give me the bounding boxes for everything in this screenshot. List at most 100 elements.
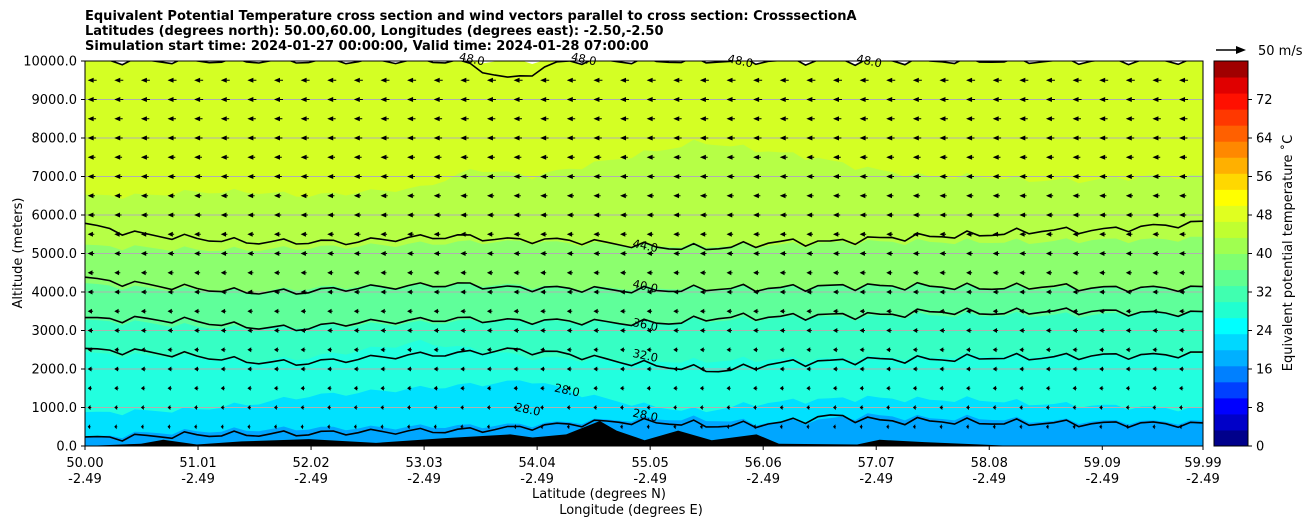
wind-vector	[220, 231, 228, 237]
wind-vector	[673, 231, 680, 237]
wind-vector-head	[779, 135, 786, 141]
wind-vector	[886, 193, 894, 199]
wind-vector	[966, 116, 975, 122]
wind-vector-head	[832, 289, 838, 295]
wind-vector-head	[1045, 289, 1051, 295]
wind-vector-head	[806, 97, 813, 102]
wind-vector	[966, 212, 974, 218]
wind-vector-head	[806, 289, 812, 295]
wind-vector	[992, 174, 1001, 179]
wind-vector	[779, 174, 788, 179]
wind-vector-head	[247, 212, 254, 218]
wind-vector	[753, 405, 757, 410]
wind-vector-head	[1072, 405, 1076, 410]
wind-vector-head	[673, 116, 680, 122]
wind-vector	[1099, 405, 1103, 410]
wind-vector	[1099, 308, 1105, 314]
wind-vector-head	[1019, 116, 1026, 122]
wind-vector-head	[353, 97, 360, 102]
y-tick-label: 6000.0	[32, 209, 78, 224]
x-axis-ticks: 50.00-2.4951.01-2.4952.02-2.4953.03-2.49…	[66, 446, 1222, 487]
wind-vector	[912, 385, 918, 391]
wind-vector-head	[939, 270, 945, 276]
wind-vector	[513, 385, 518, 391]
wind-vector	[726, 231, 734, 237]
wind-vector	[673, 77, 683, 83]
wind-vector	[353, 328, 360, 333]
wind-vector-head	[726, 347, 731, 353]
wind-vector	[300, 385, 305, 391]
wind-vector-head	[167, 135, 174, 141]
wind-vector-head	[247, 97, 254, 102]
wind-vector	[753, 154, 761, 160]
wind-vector	[247, 174, 256, 179]
wind-vector	[87, 231, 95, 237]
wind-vector-head	[486, 308, 492, 314]
wind-vector-head	[566, 193, 573, 199]
wind-vector	[673, 328, 679, 333]
wind-vector	[540, 116, 549, 122]
wind-vector	[646, 116, 656, 122]
wind-vector-head	[460, 289, 466, 295]
wind-vector	[327, 193, 335, 199]
wind-vector-head	[1045, 231, 1052, 237]
wind-vector-head	[832, 116, 839, 122]
wind-vector-head	[1019, 270, 1025, 276]
wind-vector	[566, 270, 573, 276]
wind-vector	[273, 366, 279, 372]
wind-vector	[87, 212, 95, 218]
wind-vector-head	[486, 154, 493, 160]
wind-vector	[327, 212, 335, 218]
wind-vector-head	[753, 116, 760, 122]
wind-vector-head	[353, 193, 360, 199]
wind-vector-head	[1125, 289, 1131, 295]
wind-vector-head	[646, 270, 652, 276]
wind-vector	[886, 289, 893, 295]
wind-vector	[513, 212, 521, 218]
wind-vector	[699, 424, 703, 430]
wind-vector	[114, 116, 123, 122]
wind-vector	[806, 385, 811, 391]
wind-vector	[1045, 347, 1051, 353]
wind-vector-head	[273, 328, 279, 333]
wind-vector	[380, 97, 390, 102]
wind-vector-head	[1072, 328, 1077, 333]
wind-vector-head	[779, 289, 785, 295]
wind-vector	[540, 251, 547, 256]
wind-vector-head	[1072, 424, 1075, 430]
wind-vector-head	[194, 347, 198, 353]
wind-vector	[699, 116, 709, 122]
wind-vector-head	[433, 116, 440, 122]
wind-vector	[753, 77, 763, 83]
wind-vector	[273, 116, 283, 122]
contour-label: 28.0	[514, 400, 542, 419]
wind-vector	[353, 347, 359, 353]
wind-vector	[779, 366, 785, 372]
wind-vector	[1179, 405, 1183, 410]
wind-vector	[566, 212, 575, 218]
wind-vector-head	[646, 366, 651, 372]
wind-vector-head	[114, 116, 121, 122]
wind-vector	[380, 328, 386, 333]
wind-vector-head	[726, 154, 733, 160]
wind-vector-head	[1125, 97, 1132, 102]
wind-vector-head	[513, 231, 519, 237]
wind-vector-head	[460, 135, 467, 141]
wind-vector-head	[433, 135, 440, 141]
wind-vector	[806, 270, 813, 276]
wind-vector	[540, 308, 546, 314]
wind-vector	[779, 231, 787, 237]
wind-vector	[753, 97, 763, 102]
wind-vector	[912, 270, 919, 276]
wind-vector	[859, 347, 865, 353]
wind-vector	[939, 77, 949, 83]
wind-vector	[247, 289, 254, 295]
wind-vector	[540, 77, 550, 83]
wind-vector	[1099, 77, 1109, 83]
x-tick-label-lon: -2.49	[746, 472, 780, 487]
wind-vector	[220, 135, 230, 141]
wind-vector-head	[1179, 385, 1183, 391]
wind-vector-head	[832, 135, 839, 141]
wind-vector-head	[912, 328, 918, 333]
wind-vector-head	[407, 135, 414, 141]
